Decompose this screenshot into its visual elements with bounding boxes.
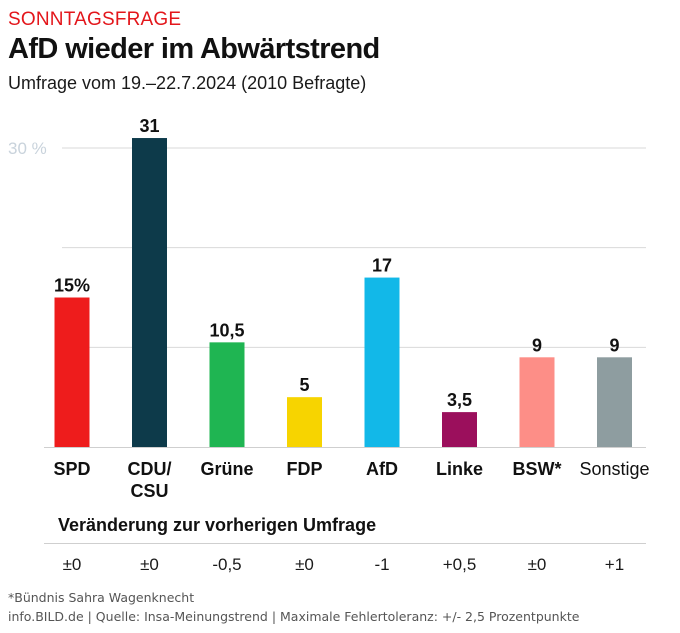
- category-label: BSW*: [513, 459, 562, 479]
- change-value: ±0: [527, 555, 547, 574]
- bar: [364, 277, 400, 447]
- category-label: AfD: [366, 459, 398, 479]
- data-label: 5: [299, 375, 309, 395]
- bar: [597, 357, 632, 447]
- data-label: 31: [139, 116, 159, 136]
- bar: [287, 397, 322, 447]
- source-line: info.BILD.de | Quelle: Insa-Meinungstren…: [8, 609, 580, 624]
- category-label: FDP: [287, 459, 323, 479]
- change-heading: Veränderung zur vorherigen Umfrage: [58, 515, 377, 535]
- y-tick-label: 30 %: [8, 139, 47, 158]
- data-label: 15%: [54, 276, 90, 296]
- bar: [54, 297, 90, 447]
- bar: [132, 138, 167, 448]
- category-label: Grüne: [200, 459, 253, 479]
- change-value: ±0: [62, 555, 82, 574]
- category-label: Sonstige: [579, 459, 649, 479]
- bar: [209, 342, 245, 447]
- change-value: +1: [604, 555, 625, 574]
- chart-subtitle: Umfrage vom 19.–22.7.2024 (2010 Befragte…: [8, 73, 367, 93]
- change-value: -0,5: [212, 555, 242, 574]
- category-label: CDU/: [128, 459, 172, 479]
- data-label: 9: [532, 335, 542, 355]
- kicker: SONNTAGSFRAGE: [8, 9, 182, 30]
- footnote-bsw: *Bündnis Sahra Wagenknecht: [8, 590, 195, 605]
- chart-title: AfD wieder im Abwärtstrend: [8, 33, 380, 65]
- bar-chart: 30 % 15% SPD 31 CDU/CSU 10,5 Grüne 5 FDP 17 AfD 3,5…: [8, 116, 650, 501]
- data-label: 3,5: [447, 390, 472, 410]
- change-value: ±0: [295, 555, 314, 574]
- change-value: +0,5: [442, 555, 477, 574]
- category-label: Linke: [436, 459, 483, 479]
- change-value: ±0: [140, 555, 159, 574]
- category-label: SPD: [53, 459, 90, 479]
- change-divider: [44, 543, 646, 544]
- bar: [442, 412, 477, 447]
- data-label: 9: [609, 335, 619, 355]
- data-label: 10,5: [209, 320, 244, 340]
- bar: [519, 357, 555, 447]
- category-label: CSU: [130, 481, 168, 501]
- change-value: -1: [374, 555, 390, 574]
- data-label: 17: [372, 256, 392, 276]
